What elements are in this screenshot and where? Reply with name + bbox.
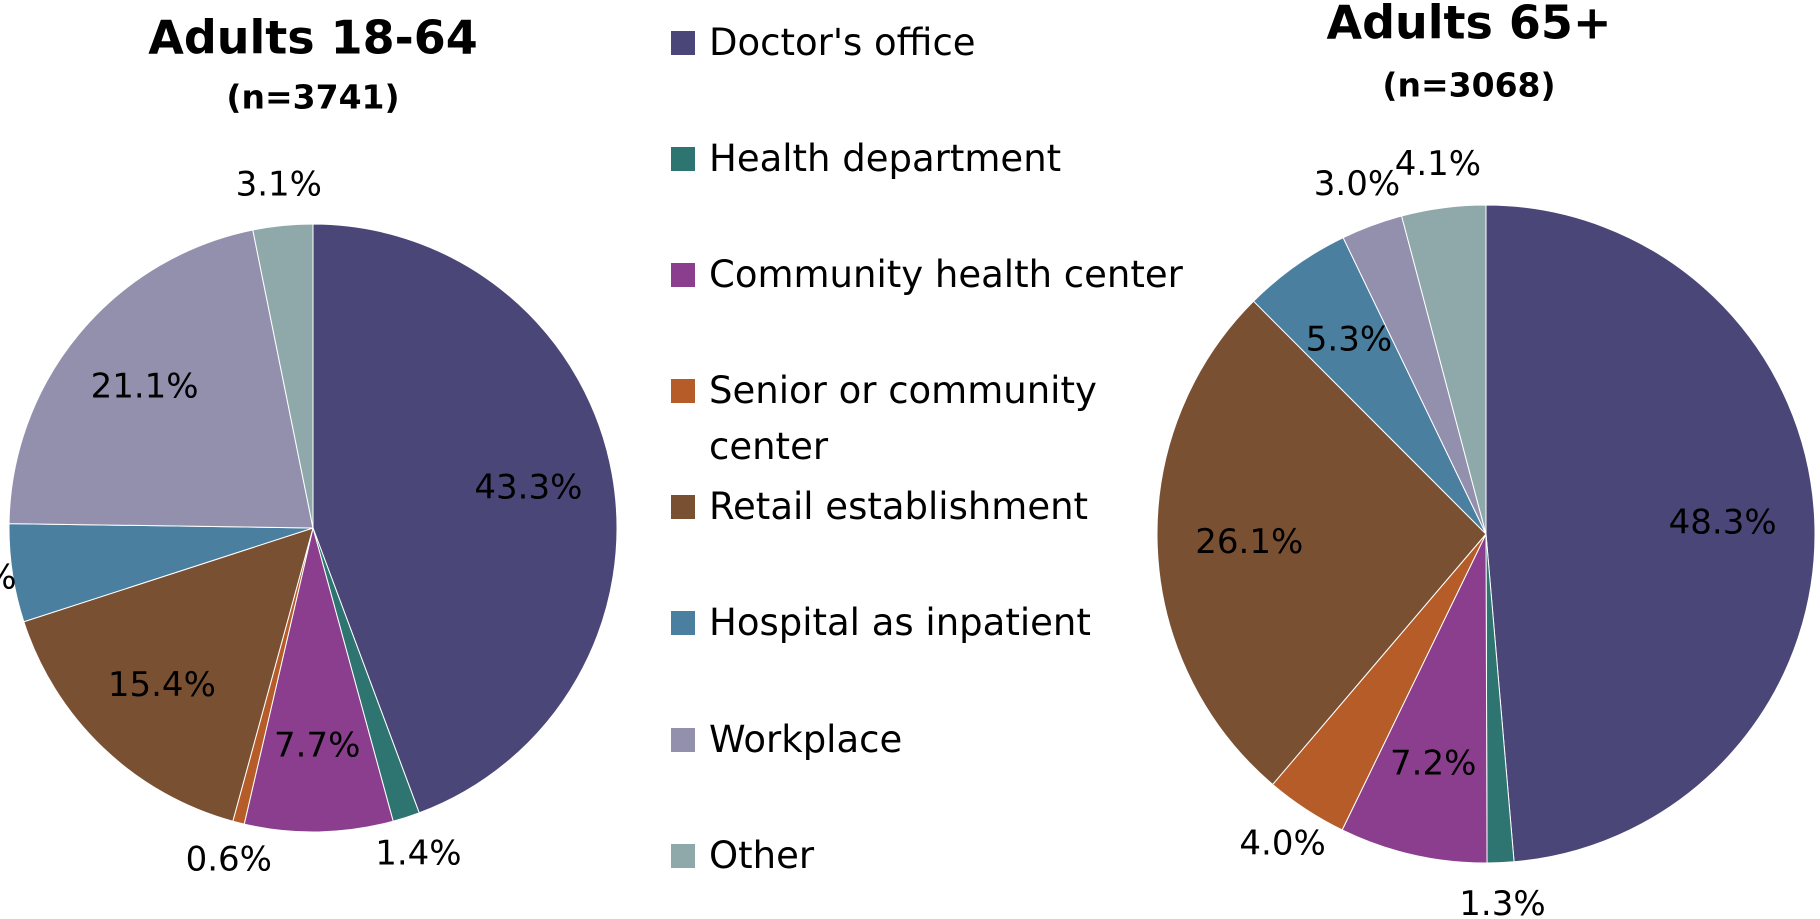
legend-label: Doctor's office <box>709 21 976 64</box>
legend-swatch <box>671 263 695 287</box>
data-label: 0.6% <box>186 840 272 880</box>
legend-label: Other <box>709 834 815 877</box>
legend-item: Senior or community center <box>671 363 1214 475</box>
data-label: 7.7% <box>274 725 360 765</box>
data-label: 1.4% <box>375 833 461 873</box>
chart-subtitle: (n=3068) <box>1382 66 1555 105</box>
legend-label: Hospital as inpatient <box>709 601 1091 644</box>
data-label: 21.1% <box>91 367 199 407</box>
legend-item: Other <box>671 828 1214 884</box>
legend-swatch <box>671 31 695 55</box>
legend-label: Retail establishment <box>709 485 1089 528</box>
legend-item: Doctor's office <box>671 15 1214 71</box>
pie-slice <box>8 229 314 529</box>
legend-swatch <box>671 147 695 171</box>
legend-swatch <box>671 379 695 403</box>
data-label: 4.1% <box>1395 144 1481 184</box>
data-label: 3.1% <box>236 165 322 205</box>
data-label: 48.3% <box>1669 502 1777 542</box>
pie-slice: Retail establishment <box>1156 300 1487 786</box>
pie-slice: Community health center <box>1341 533 1488 864</box>
data-label: 15.4% <box>108 665 216 705</box>
legend-label: Workplace <box>709 718 903 761</box>
chart-subtitle: (n=3741) <box>226 78 399 117</box>
chart-title: Adults 18-64 <box>148 11 478 65</box>
pie-slice <box>312 223 618 814</box>
legend-item: Workplace <box>671 712 1214 768</box>
data-label: 43.3% <box>474 468 582 508</box>
data-label: 26.1% <box>1195 522 1303 562</box>
legend-swatch <box>671 611 695 635</box>
data-label: 5.1% <box>0 558 17 598</box>
data-label: 7.2% <box>1390 743 1476 783</box>
data-label: 5.3% <box>1306 319 1392 359</box>
legend-label: Community health center <box>709 253 1183 296</box>
legend-item: Community health center <box>671 247 1214 303</box>
data-label: 1.3% <box>1459 884 1545 919</box>
legend-swatch <box>671 844 695 868</box>
legend-label: Senior or community center <box>709 369 1097 468</box>
data-label: 4.0% <box>1239 824 1325 864</box>
pie-slice: Other <box>1400 204 1487 535</box>
legend-swatch <box>671 495 695 519</box>
chart-title: Adults 65+ <box>1327 0 1612 50</box>
pie-slice: Doctor's office <box>1485 204 1816 863</box>
data-label: 3.0% <box>1314 164 1400 204</box>
pie-slice <box>23 527 314 822</box>
legend-item: Retail establishment <box>671 479 1214 535</box>
legend-item: Health department <box>671 131 1214 187</box>
legend-item: Hospital as inpatient <box>671 595 1214 651</box>
legend-label: Health department <box>709 137 1062 180</box>
legend-swatch <box>671 728 695 752</box>
pie-slice <box>252 223 314 529</box>
pie-slice <box>243 527 394 833</box>
